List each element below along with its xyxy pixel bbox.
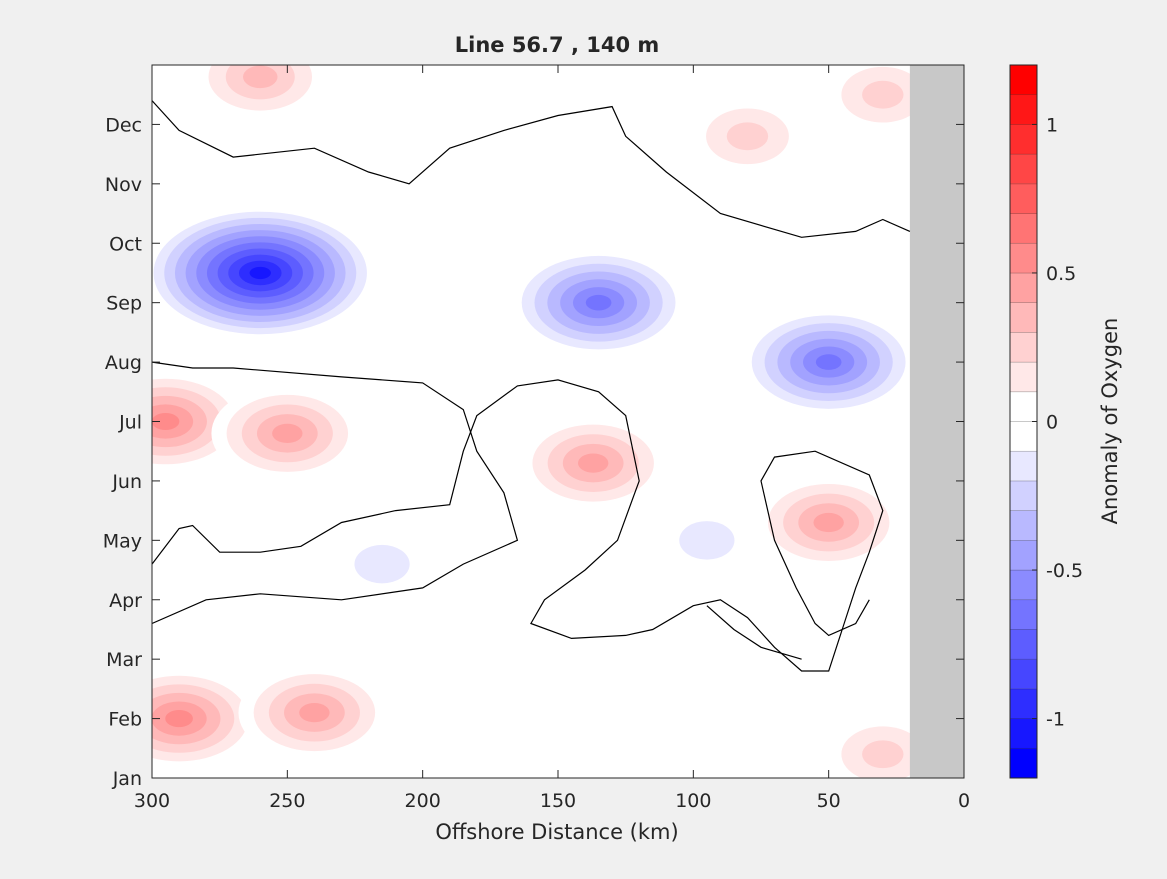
x-tick-label: 250 (269, 790, 305, 812)
anomaly-level-5 (813, 512, 844, 533)
anomaly-level-1 (780, 623, 877, 695)
colorbar-level (1009, 540, 1038, 571)
anomaly-level-2 (354, 544, 410, 584)
colorbar-level (1009, 718, 1038, 749)
anomaly-level-4 (243, 65, 278, 89)
anomaly-feature-positive (238, 664, 391, 761)
anomaly-level-6 (165, 710, 193, 728)
y-tick-label: Apr (109, 590, 142, 612)
colorbar-level (1009, 94, 1038, 125)
colorbar-level (1009, 658, 1038, 690)
y-tick-label: Nov (105, 174, 142, 196)
anomaly-level-11 (249, 266, 271, 280)
anomaly-level-6 (152, 412, 180, 431)
y-axis: Jan Feb Mar Apr May Jun Jul Aug Sep Oct Nov Dec (103, 114, 964, 790)
colorbar-level (1009, 391, 1038, 422)
colorbar-tick-label: 0.5 (1046, 263, 1076, 285)
colorbar-level (1009, 302, 1038, 333)
chart-title: Line 56.7 , 140 m (455, 33, 660, 57)
x-tick-label: 0 (958, 790, 970, 812)
colorbar-level (1009, 421, 1038, 452)
anomaly-level-7 (585, 294, 612, 311)
anomaly-level-3 (862, 740, 904, 769)
anomaly-feature-negative (326, 525, 438, 603)
anomaly-level-5 (272, 423, 303, 444)
anomaly-feature-positive (191, 65, 330, 122)
y-tick-label: Aug (105, 352, 142, 374)
x-tick-label: 200 (405, 790, 441, 812)
colorbar-level (1009, 747, 1038, 779)
anomaly-level-5 (578, 453, 609, 473)
colorbar-level (1009, 480, 1038, 511)
y-tick-label: Feb (108, 709, 142, 731)
y-tick-label: Jan (112, 768, 142, 790)
colorbar-tick-label: 1 (1046, 114, 1058, 136)
y-tick-label: Oct (109, 233, 142, 255)
colorbar-level (1009, 599, 1038, 630)
x-tick-label: 100 (675, 790, 711, 812)
y-tick-label: Sep (106, 293, 142, 315)
colorbar-level (1009, 629, 1038, 660)
zero-contours (152, 100, 911, 672)
colorbar: -1 -0.5 0 0.5 1 (1009, 64, 1083, 779)
colorbar-level (1009, 510, 1038, 541)
anomaly-level-2 (679, 521, 735, 560)
colorbar-level (1009, 64, 1038, 96)
anomaly-feature-positive (211, 385, 364, 482)
zero-contour-minor (706, 605, 802, 660)
y-tick-label: Mar (106, 649, 142, 671)
colorbar-level (1009, 242, 1038, 274)
colorbar-level (1009, 213, 1038, 244)
anomaly-feature-negative (508, 248, 689, 358)
colorbar-level (1009, 688, 1038, 719)
anomaly-feature-positive (685, 94, 810, 179)
y-tick-label: May (103, 530, 142, 552)
x-tick-label: 50 (817, 790, 841, 812)
y-tick-label: Dec (105, 114, 142, 136)
colorbar-level (1009, 183, 1038, 214)
x-tick-label: 300 (134, 790, 170, 812)
x-axis: 300 250 200 150 100 50 0 (134, 65, 970, 812)
zero-contour-summer (152, 379, 884, 672)
anomaly-feature-negative (152, 205, 378, 341)
colorbar-level (1009, 153, 1038, 185)
zero-contour-spring (152, 361, 519, 625)
colorbar-level (1009, 124, 1038, 155)
no-data-region (909, 65, 964, 778)
anomaly-level-7 (815, 354, 842, 370)
anomaly-feature-positive (752, 474, 905, 571)
colorbar-level (1009, 569, 1038, 601)
colorbar-level (1009, 450, 1038, 482)
anomaly-feature-positive (152, 667, 262, 770)
anomaly-feature-negative (780, 623, 877, 695)
colorbar-tick-label: -1 (1046, 709, 1065, 731)
colorbar-level (1009, 361, 1038, 393)
colorbar-label: Anomaly of Oxygen (1098, 318, 1122, 525)
x-tick-label: 150 (540, 790, 576, 812)
y-tick-label: Jun (111, 471, 142, 493)
anomaly-feature-positive (517, 414, 670, 512)
x-axis-label: Offshore Distance (km) (435, 820, 678, 844)
y-tick-label: Jul (118, 412, 142, 434)
colorbar-level (1009, 332, 1038, 363)
colorbar-tick-label: -0.5 (1046, 560, 1083, 582)
anomaly-feature-negative (738, 307, 919, 417)
colorbar-tick-label: 0 (1046, 412, 1058, 434)
anomaly-feature-negative (651, 501, 763, 579)
anomaly-level-3 (726, 122, 769, 151)
anomaly-level-5 (299, 703, 330, 723)
colorbar-level (1009, 272, 1038, 303)
anomaly-level-3 (862, 80, 904, 109)
zero-contour-autumn (152, 100, 911, 238)
